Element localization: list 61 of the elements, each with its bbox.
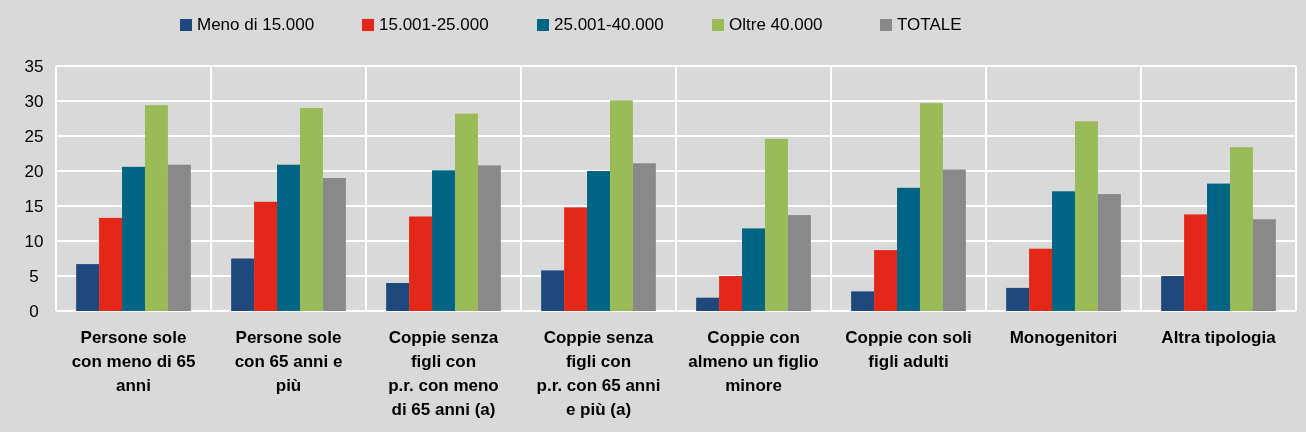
- bar: [742, 228, 765, 311]
- bar: [1006, 287, 1030, 311]
- x-tick-label: Coppie con soli figli adulti: [845, 328, 972, 371]
- legend-label: TOTALE: [897, 15, 962, 34]
- x-tick-label: Coppie con almeno un figlio minore: [688, 328, 819, 395]
- bar: [1207, 183, 1230, 311]
- bar: [719, 276, 743, 311]
- y-tick-label: 15: [24, 196, 44, 216]
- x-tick-label: Monogenitori: [1009, 328, 1118, 347]
- y-tick-label: 25: [24, 126, 44, 146]
- bar: [696, 297, 720, 311]
- bar: [1029, 248, 1053, 311]
- legend-label: Meno di 15.000: [197, 15, 315, 34]
- bar: [254, 201, 278, 311]
- bar: [76, 264, 100, 311]
- bar: [897, 187, 920, 311]
- bar: [564, 207, 588, 311]
- bar: [144, 105, 168, 311]
- bar: [277, 164, 300, 311]
- bar: [1097, 194, 1121, 311]
- y-tick-label: 35: [24, 56, 44, 76]
- bar: [1252, 219, 1276, 311]
- bar: [919, 103, 943, 311]
- y-tick-label: 10: [24, 231, 44, 251]
- bar: [851, 291, 875, 311]
- bar: [322, 178, 346, 311]
- x-tick-label: Coppie senza figli con p.r. con 65 anni e più (a): [536, 328, 661, 419]
- bar: [231, 258, 255, 311]
- bar: [122, 166, 145, 311]
- bar: [609, 100, 633, 311]
- bar: [874, 250, 898, 311]
- bar: [541, 270, 565, 311]
- bar: [99, 217, 123, 311]
- bar: [299, 108, 323, 311]
- y-tick-label: 30: [24, 91, 44, 111]
- bar: [409, 216, 433, 311]
- bar: [632, 163, 656, 311]
- bar: [1052, 191, 1075, 311]
- bar: [942, 169, 966, 311]
- bar: [477, 165, 501, 311]
- bar: [587, 171, 610, 311]
- legend-label: 15.001-25.000: [379, 15, 489, 34]
- y-tick-label: 5: [29, 266, 39, 286]
- bar: [787, 215, 811, 311]
- legend-label: 25.001-40.000: [554, 15, 664, 34]
- y-tick-label: 0: [29, 301, 39, 321]
- bar: [764, 138, 788, 311]
- x-tick-label: Persone sole con 65 anni e più: [234, 328, 343, 395]
- x-tick-label: Altra tipologia: [1161, 328, 1277, 347]
- bar: [1161, 276, 1185, 311]
- bar: [167, 164, 191, 311]
- x-tick-label: Coppie senza figli con p.r. con meno di 65 anni (a): [388, 328, 499, 419]
- bar: [1184, 214, 1208, 311]
- bar: [1074, 121, 1098, 311]
- y-tick-label: 20: [24, 161, 44, 181]
- bar: [1229, 147, 1253, 311]
- bar: [454, 113, 478, 311]
- bar: [432, 170, 455, 311]
- x-tick-label: Persone sole con meno di 65 anni: [71, 328, 196, 395]
- legend-label: Oltre 40.000: [729, 15, 823, 34]
- bar: [386, 283, 410, 311]
